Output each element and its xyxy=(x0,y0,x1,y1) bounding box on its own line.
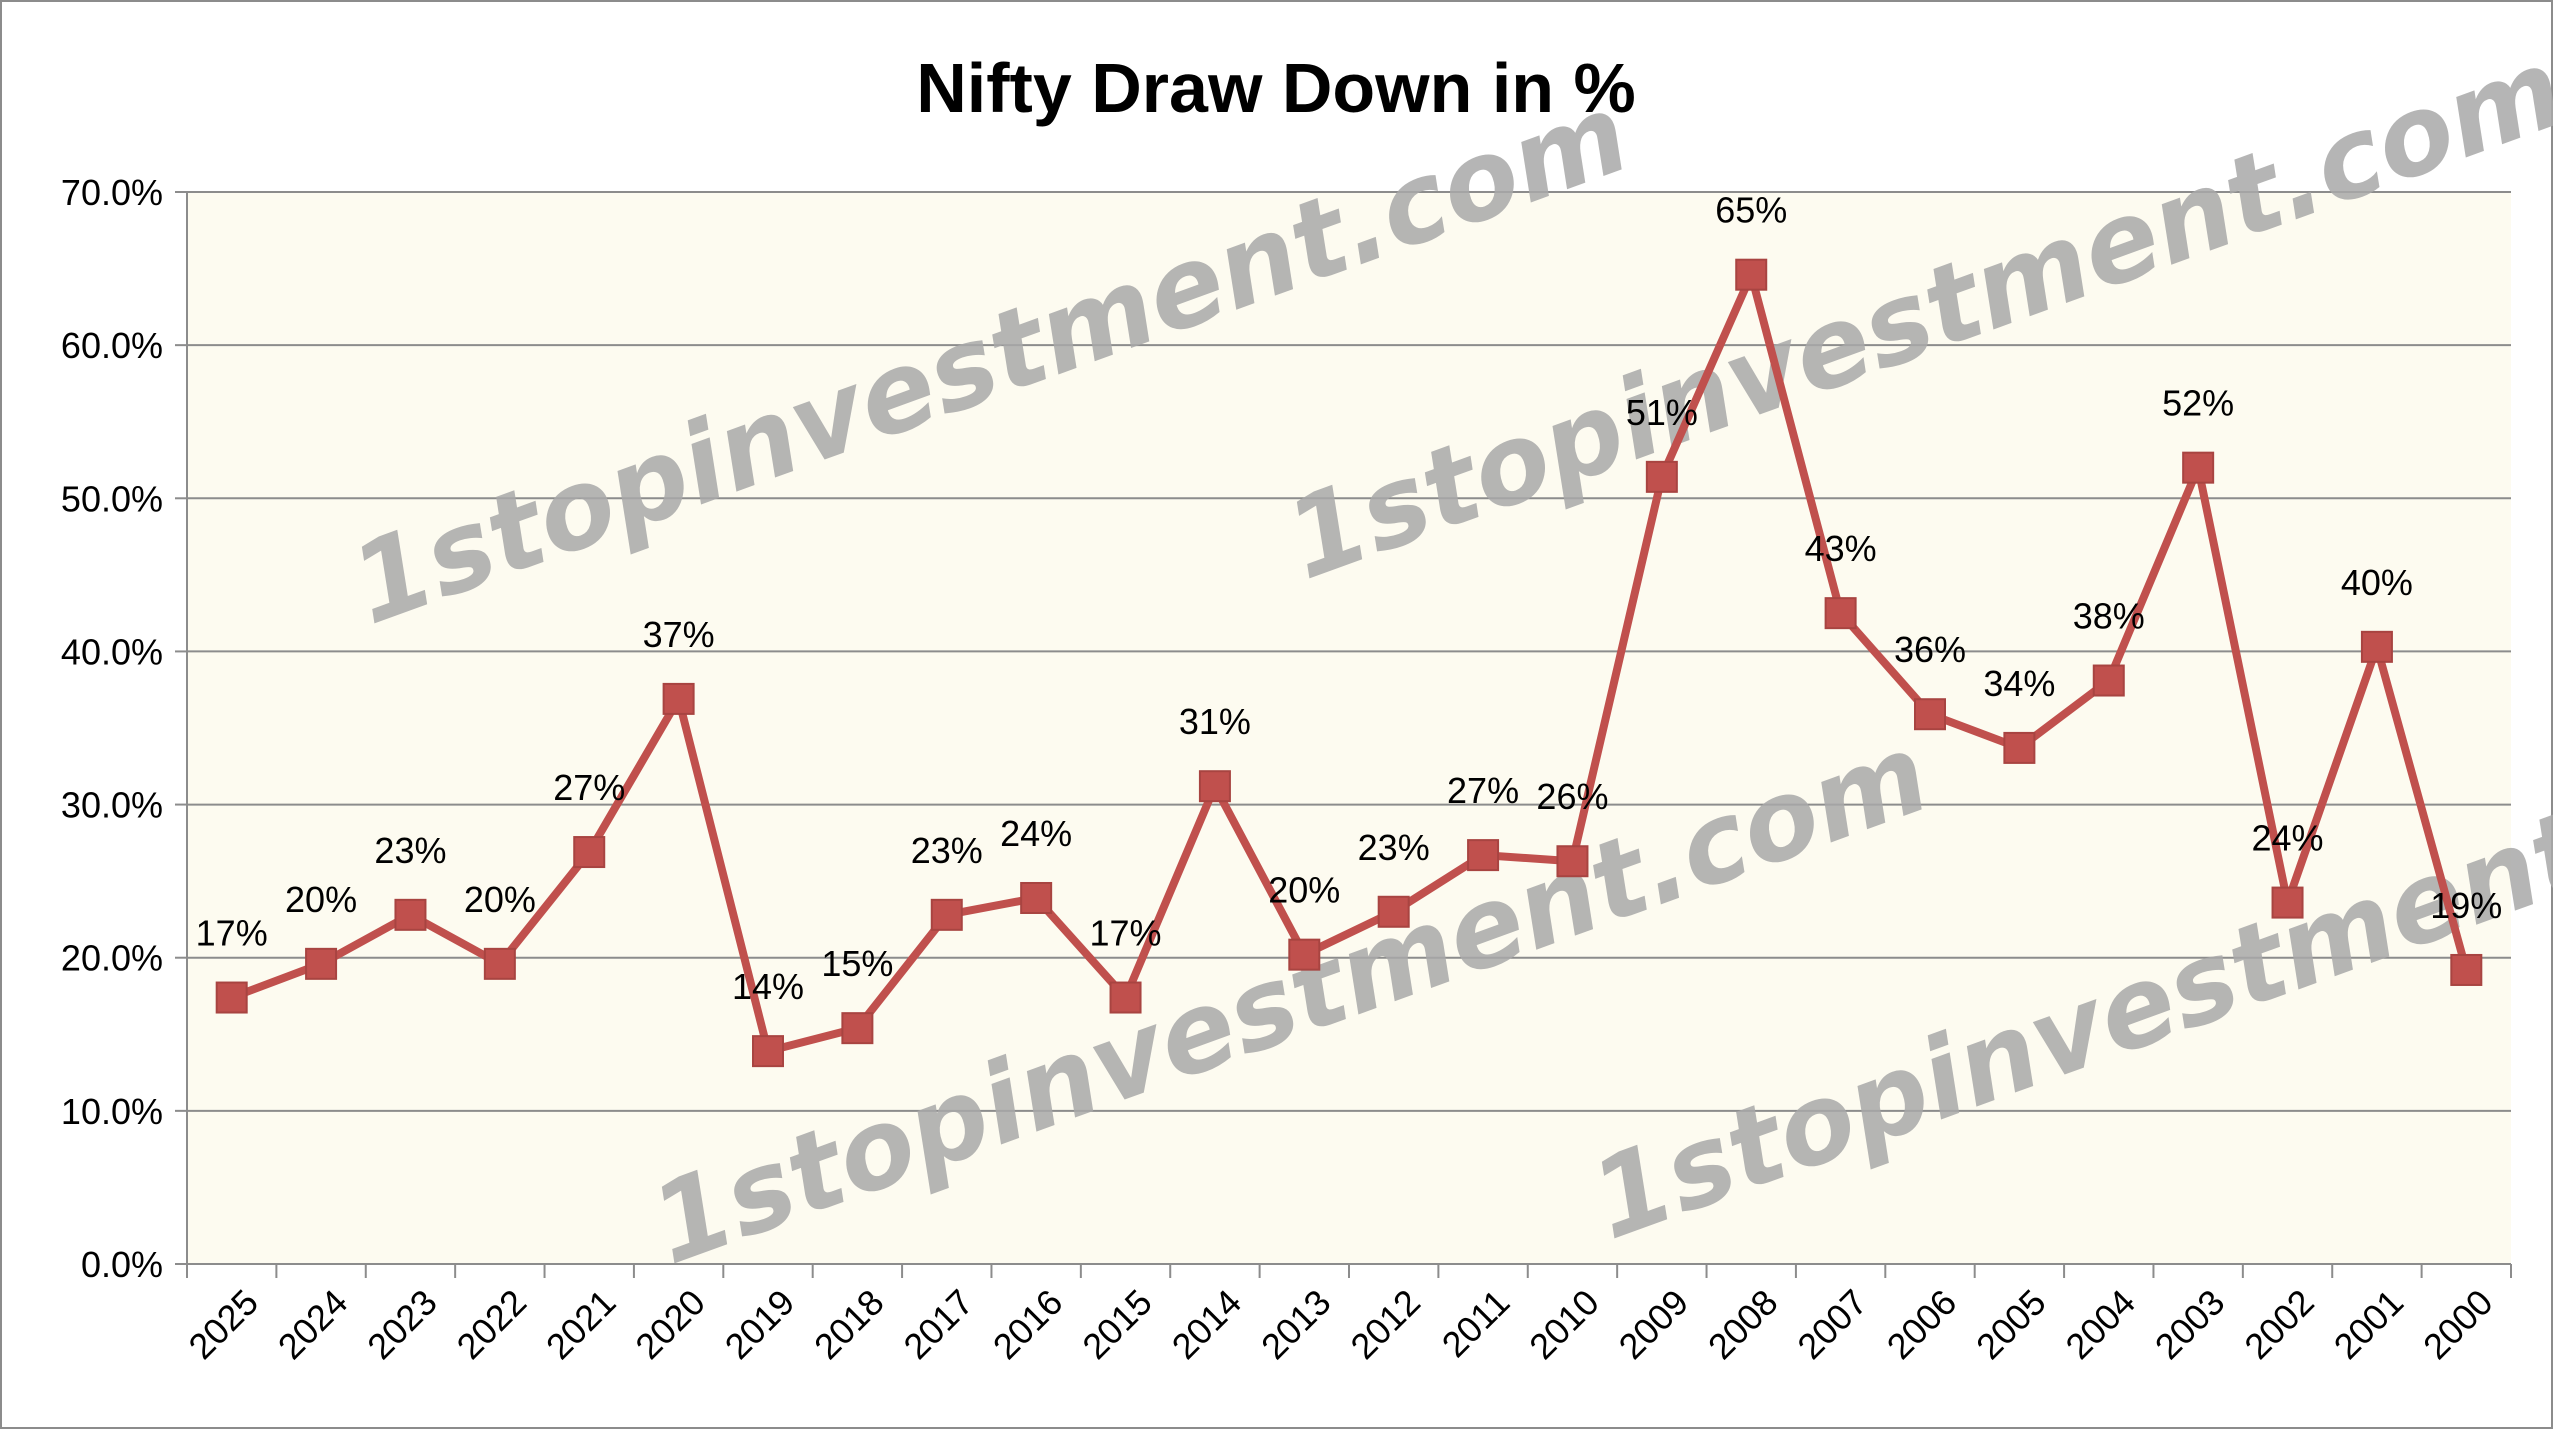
data-label: 24% xyxy=(1000,813,1072,854)
data-label: 36% xyxy=(1894,629,1966,670)
data-label: 34% xyxy=(1983,663,2055,704)
data-label: 52% xyxy=(2162,383,2234,424)
data-label: 20% xyxy=(464,879,536,920)
data-point-marker xyxy=(1645,460,1678,493)
data-label: 27% xyxy=(1447,770,1519,811)
data-label: 23% xyxy=(1358,827,1430,868)
data-label: 26% xyxy=(1536,776,1608,817)
data-point-marker xyxy=(841,1012,874,1045)
data-point-marker xyxy=(2271,886,2304,919)
data-point-marker xyxy=(1914,698,1946,731)
data-label: 23% xyxy=(374,830,446,871)
series-drawdown xyxy=(215,258,2483,1068)
chart-title: Nifty Draw Down in % xyxy=(916,49,1635,127)
data-label: 14% xyxy=(732,966,804,1007)
data-point-marker xyxy=(305,947,338,980)
data-point-marker xyxy=(1824,597,1857,630)
data-point-marker xyxy=(662,682,695,715)
y-tick-label: 70.0% xyxy=(61,172,163,213)
data-point-marker xyxy=(2182,451,2215,484)
y-tick-label: 50.0% xyxy=(61,478,163,519)
data-point-marker xyxy=(1020,881,1053,914)
data-point-marker xyxy=(1377,895,1410,928)
data-label: 17% xyxy=(1090,913,1162,954)
data-point-marker xyxy=(930,898,963,931)
data-point-marker xyxy=(1109,981,1142,1014)
data-label: 20% xyxy=(1268,870,1340,911)
data-point-marker xyxy=(394,898,427,931)
data-label: 40% xyxy=(2341,562,2413,603)
data-label: 38% xyxy=(2073,596,2145,637)
data-label: 31% xyxy=(1179,701,1251,742)
data-label: 23% xyxy=(911,830,983,871)
data-point-marker xyxy=(1556,845,1589,878)
data-label: 43% xyxy=(1805,528,1877,569)
data-point-marker xyxy=(2450,953,2483,986)
data-label: 51% xyxy=(1626,392,1698,433)
plot-area xyxy=(187,192,2511,1264)
data-label: 20% xyxy=(285,879,357,920)
data-label: 65% xyxy=(1715,190,1787,231)
data-label: 24% xyxy=(2252,818,2324,859)
data-point-marker xyxy=(1467,839,1500,872)
data-label: 37% xyxy=(643,614,715,655)
data-point-marker xyxy=(573,836,606,869)
data-point-marker xyxy=(1288,938,1321,971)
y-tick-label: 10.0% xyxy=(61,1091,163,1132)
y-tick-label: 20.0% xyxy=(61,938,163,979)
y-tick-label: 60.0% xyxy=(61,325,163,366)
data-point-marker xyxy=(2092,664,2125,697)
y-tick-label: 30.0% xyxy=(61,785,163,826)
data-label: 15% xyxy=(821,943,893,984)
data-label: 19% xyxy=(2430,885,2502,926)
y-tick-label: 0.0% xyxy=(81,1244,163,1285)
data-label: 27% xyxy=(553,767,625,808)
data-point-marker xyxy=(2360,630,2393,663)
data-point-marker xyxy=(1198,770,1231,803)
y-tick-label: 40.0% xyxy=(61,631,163,672)
data-point-marker xyxy=(1735,258,1768,291)
data-point-marker xyxy=(215,981,248,1014)
data-labels: 17% 20% 23% 20% 27% 37% 14% 15% 23% 24% 17% 31% 20% 2… xyxy=(196,190,2503,1007)
data-point-marker xyxy=(752,1035,784,1068)
data-point-marker xyxy=(483,947,516,980)
data-label: 17% xyxy=(196,913,268,954)
data-point-marker xyxy=(2003,731,2036,764)
